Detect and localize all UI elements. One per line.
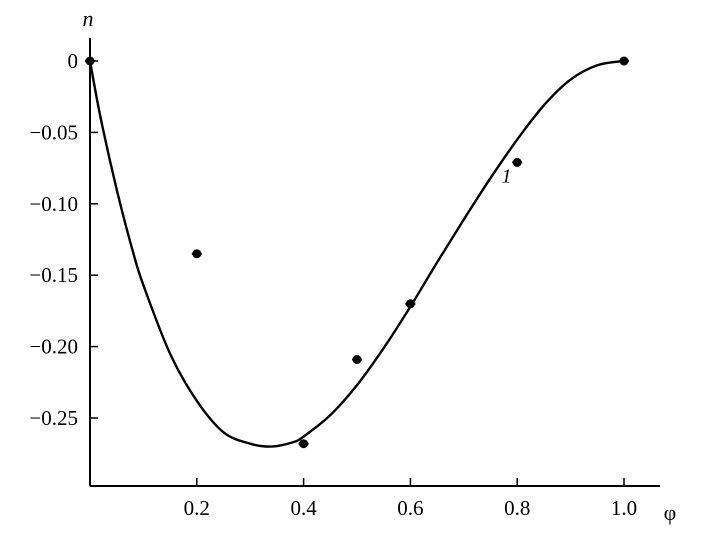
- x-tick-label: 0.8: [504, 496, 530, 520]
- x-axis-title: φ: [664, 500, 677, 525]
- x-tick-label: 1.0: [611, 496, 637, 520]
- x-tick-label: 0.6: [397, 496, 423, 520]
- y-tick-label: −0.10: [29, 192, 78, 216]
- y-tick-label: −0.15: [29, 263, 78, 287]
- x-ticks: 0.2 0.4 0.6 0.8 1.0: [184, 478, 637, 520]
- series-layer: [85, 56, 629, 449]
- x-tick-label: 0.2: [184, 496, 210, 520]
- y-tick-label: −0.25: [29, 406, 78, 430]
- y-tick-label: −0.05: [29, 120, 78, 144]
- axes: [89, 38, 660, 487]
- curve-annotation: 1: [502, 165, 512, 187]
- y-tick-label: −0.20: [29, 335, 78, 359]
- y-ticks: 0 −0.05 −0.10 −0.15 −0.20 −0.25: [29, 49, 98, 430]
- annotation-layer: 1: [502, 165, 512, 187]
- y-axis-title: n: [83, 6, 94, 31]
- x-tick-label: 0.4: [290, 496, 317, 520]
- y-tick-label: 0: [68, 49, 79, 73]
- fit-curve: [88, 59, 625, 448]
